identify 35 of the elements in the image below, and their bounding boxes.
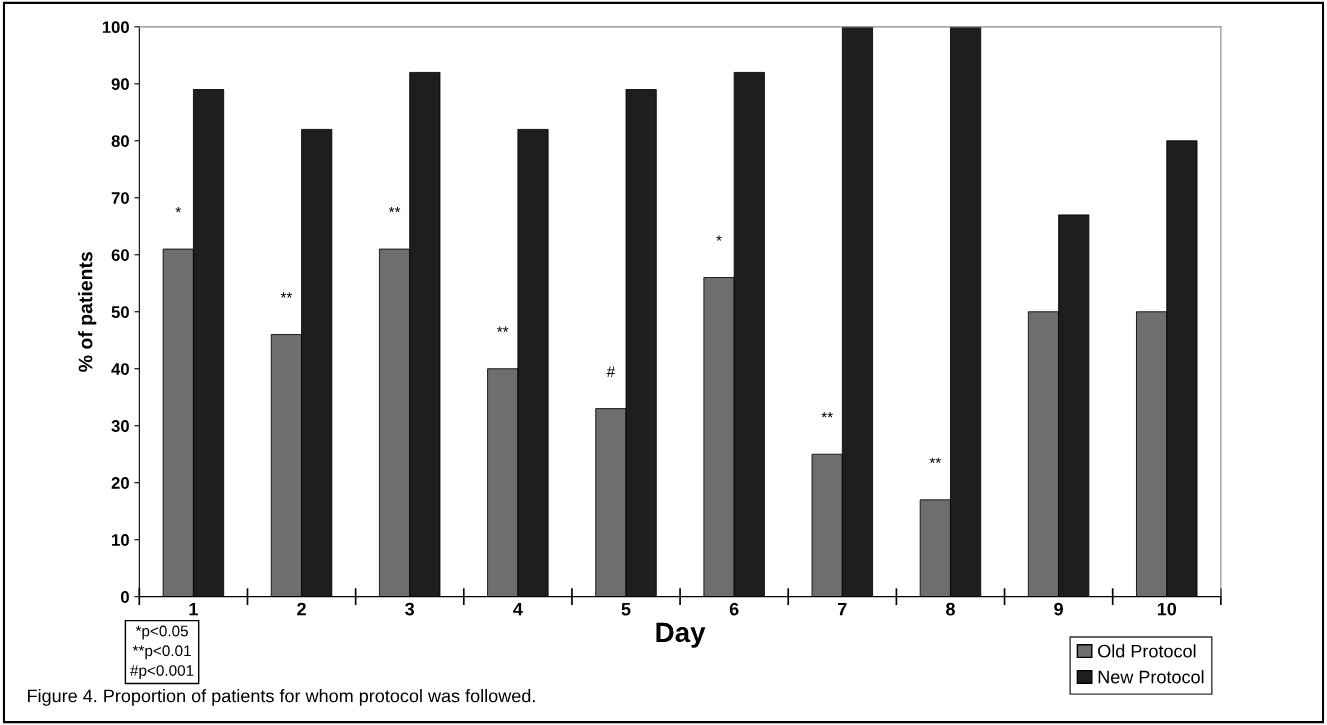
annotation: ** xyxy=(821,412,833,418)
text: *p<0.05 **p<0.01 #p<0.001 xyxy=(130,625,194,679)
x-tick-label: 7 xyxy=(838,602,847,616)
x-tick-label: 8 xyxy=(946,602,955,616)
x-tick-label: 10 xyxy=(1157,602,1177,616)
legend-label: Old Protocol xyxy=(1098,644,1196,658)
x-tick-label: 9 xyxy=(1054,602,1063,616)
y-tick-label: 10 xyxy=(112,534,129,546)
annotation: * xyxy=(175,206,181,213)
y-tick-label: 40 xyxy=(111,363,129,375)
y-tick-label: 50 xyxy=(111,306,129,318)
x-tick-label: 6 xyxy=(729,602,739,616)
x-tick-label: 4 xyxy=(513,602,523,616)
y-tick-label: 20 xyxy=(111,477,129,489)
y-axis-title: % of patients xyxy=(78,252,97,372)
y-tick-label: 70 xyxy=(111,192,129,204)
y-tick-label: 100 xyxy=(102,21,129,34)
y-tick-label: 90 xyxy=(111,78,129,91)
x-tick-label: 2 xyxy=(297,602,306,616)
annotation: # xyxy=(606,366,616,377)
y-tick-label: 30 xyxy=(111,420,129,432)
annotation: * xyxy=(716,235,722,241)
annotation: ** xyxy=(388,206,401,213)
x-axis-title: Day xyxy=(656,622,706,648)
annotation: ** xyxy=(929,457,942,463)
annotation: ** xyxy=(280,292,293,298)
y-tick-label: 80 xyxy=(111,135,129,147)
caption: Figure 4. Proportion of patients for whom protocol was followed. xyxy=(28,689,535,706)
annotation: ** xyxy=(497,326,509,332)
legend-label: New Protocol xyxy=(1098,670,1204,684)
x-tick-label: 3 xyxy=(405,602,415,616)
y-tick-label: 60 xyxy=(111,249,129,261)
x-tick-label: 5 xyxy=(621,602,631,616)
x-tick-label: 1 xyxy=(189,602,198,616)
y-tick-label: 0 xyxy=(121,591,129,603)
